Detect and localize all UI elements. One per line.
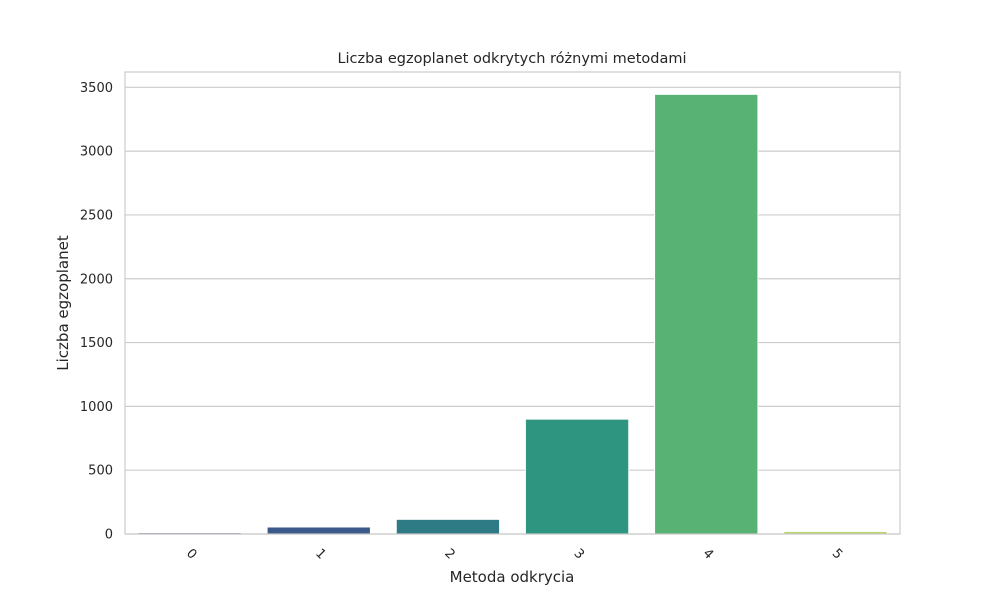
x-tick-labels: 0 1 2 3 4 5	[183, 546, 845, 562]
bar-2	[395, 518, 501, 535]
x-tick-label: 4	[700, 546, 716, 562]
bar-3	[524, 418, 630, 535]
plot-background	[125, 72, 900, 534]
x-tick-label: 2	[441, 546, 457, 562]
y-axis-label: Liczba egzoplanet	[54, 235, 72, 371]
chart-title: Liczba egzoplanet odkrytych różnymi meto…	[337, 51, 686, 67]
y-tick-label: 3000	[80, 145, 113, 160]
y-tick-label: 500	[88, 464, 113, 479]
gridlines	[125, 86, 900, 535]
x-axis-label: Metoda odkrycia	[450, 568, 575, 586]
bar-4	[654, 93, 759, 535]
y-tick-label: 0	[105, 528, 113, 543]
y-tick-label: 1500	[80, 336, 113, 351]
plot-frame	[124, 71, 901, 535]
y-tick-label: 3500	[80, 81, 113, 96]
y-tick-labels: 0 500 1000 1500 2000 2500 3000 3500	[80, 81, 113, 543]
y-tick-label: 2000	[80, 272, 113, 287]
x-tick-label: 1	[312, 546, 328, 562]
y-tick-label: 2500	[80, 208, 113, 223]
x-tick-label: 5	[829, 546, 845, 562]
y-tick-label: 1000	[80, 400, 113, 415]
x-tick-label: 0	[183, 546, 199, 562]
bar-1	[266, 526, 371, 535]
x-tick-label: 3	[570, 546, 586, 562]
